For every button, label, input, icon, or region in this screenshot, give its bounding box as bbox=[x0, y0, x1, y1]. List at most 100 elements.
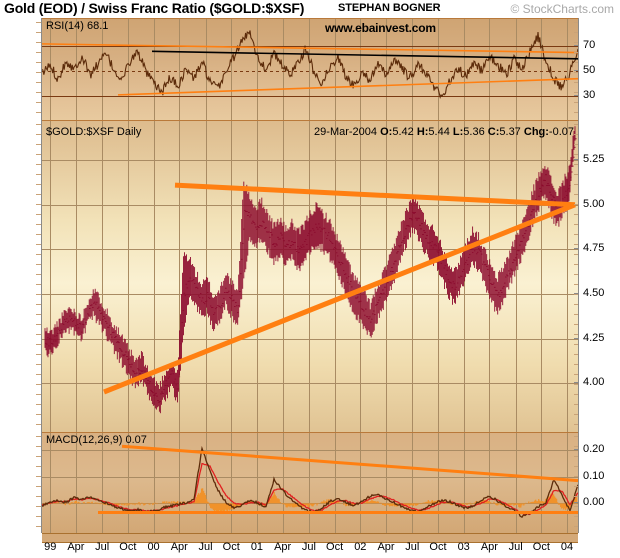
y-axis-label: 4.75 bbox=[583, 242, 605, 255]
minor-tick bbox=[574, 174, 578, 175]
x-axis-label: Oct bbox=[119, 541, 137, 553]
x-axis-tick-labels: 99 Apr Jul Oct 00 Apr Jul Oct 01 Apr Jul Oct 02 Apr Ju… bbox=[0, 541, 620, 558]
minor-tick bbox=[574, 254, 578, 255]
minor-tick bbox=[36, 124, 41, 125]
right-axis-gutter bbox=[578, 18, 620, 533]
macd-line bbox=[42, 445, 578, 519]
minor-tick bbox=[574, 384, 578, 385]
minor-tick bbox=[574, 334, 578, 335]
minor-tick bbox=[574, 344, 578, 345]
minor-tick bbox=[574, 466, 578, 467]
y-axis-tick bbox=[574, 159, 579, 160]
minor-tick bbox=[574, 526, 578, 527]
y-axis-label: 30 bbox=[583, 89, 596, 102]
minor-tick bbox=[574, 92, 578, 93]
minor-tick bbox=[36, 224, 41, 225]
minor-tick bbox=[36, 112, 41, 113]
minor-tick bbox=[574, 374, 578, 375]
y-axis-tick bbox=[574, 382, 579, 383]
minor-tick bbox=[36, 324, 41, 325]
macd-legend: MACD(12,26,9) 0.07 bbox=[46, 434, 147, 446]
minor-tick bbox=[574, 304, 578, 305]
minor-tick bbox=[36, 134, 41, 135]
minor-tick bbox=[36, 164, 41, 165]
minor-tick bbox=[574, 102, 578, 103]
quote-low: 5.36 bbox=[463, 126, 485, 138]
minor-tick bbox=[36, 334, 41, 335]
y-axis-label: 5.25 bbox=[583, 153, 605, 166]
lower-support-trendline bbox=[103, 202, 576, 395]
x-axis-label: Jul bbox=[95, 541, 110, 553]
minor-tick bbox=[574, 194, 578, 195]
minor-tick bbox=[574, 476, 578, 477]
minor-tick bbox=[36, 214, 41, 215]
minor-tick bbox=[574, 354, 578, 355]
minor-tick bbox=[36, 446, 41, 447]
x-axis-label: Apr bbox=[67, 541, 85, 553]
minor-tick bbox=[36, 526, 41, 527]
minor-tick bbox=[36, 284, 41, 285]
quote-change: -0.07 bbox=[548, 126, 574, 138]
minor-tick bbox=[36, 22, 41, 23]
minor-tick bbox=[36, 184, 41, 185]
minor-tick bbox=[36, 516, 41, 517]
y-axis-tick bbox=[574, 338, 579, 339]
minor-tick bbox=[36, 92, 41, 93]
macd-plot bbox=[42, 433, 578, 534]
rsi-legend: RSI(14) 68.1 bbox=[46, 20, 109, 32]
minor-tick bbox=[574, 244, 578, 245]
minor-tick bbox=[36, 374, 41, 375]
minor-tick bbox=[574, 414, 578, 415]
ohlc-quote-bar: 29-Mar-2004 O:5.42 H:5.44 L:5.36 C:5.37 … bbox=[314, 126, 574, 138]
minor-tick bbox=[574, 486, 578, 487]
price-panel bbox=[42, 120, 578, 433]
x-axis-label: Oct bbox=[429, 541, 447, 553]
left-axis-spine bbox=[41, 18, 42, 533]
minor-tick bbox=[36, 496, 41, 497]
chart-header: Gold (EOD) / Swiss Franc Ratio ($GOLD:$X… bbox=[0, 0, 620, 18]
minor-tick bbox=[36, 274, 41, 275]
minor-tick bbox=[574, 144, 578, 145]
minor-tick bbox=[36, 314, 41, 315]
x-axis-label: 02 bbox=[354, 541, 367, 553]
minor-tick bbox=[574, 364, 578, 365]
minor-tick bbox=[574, 22, 578, 23]
quote-open: 5.42 bbox=[392, 126, 414, 138]
minor-tick bbox=[36, 304, 41, 305]
y-axis-tick bbox=[574, 502, 579, 503]
x-axis-label: Jul bbox=[405, 541, 420, 553]
minor-tick bbox=[574, 124, 578, 125]
minor-tick bbox=[36, 264, 41, 265]
minor-tick bbox=[36, 174, 41, 175]
y-axis-label: 70 bbox=[583, 39, 596, 52]
y-axis-tick bbox=[574, 248, 579, 249]
x-axis-label: Apr bbox=[170, 541, 188, 553]
minor-tick bbox=[574, 264, 578, 265]
minor-tick bbox=[36, 456, 41, 457]
x-axis-label: Jul bbox=[301, 541, 316, 553]
quote-high-label: H: bbox=[416, 126, 429, 138]
minor-tick bbox=[574, 424, 578, 425]
quote-close-label: C: bbox=[487, 126, 500, 138]
y-axis-tick bbox=[574, 293, 579, 294]
minor-tick bbox=[574, 72, 578, 73]
minor-tick bbox=[36, 384, 41, 385]
minor-tick bbox=[574, 496, 578, 497]
minor-tick bbox=[36, 394, 41, 395]
minor-tick bbox=[574, 52, 578, 53]
y-axis-label: 4.50 bbox=[583, 286, 605, 299]
minor-tick bbox=[574, 32, 578, 33]
minor-tick bbox=[574, 42, 578, 43]
minor-tick bbox=[36, 506, 41, 507]
minor-tick bbox=[36, 364, 41, 365]
x-axis-label: Oct bbox=[532, 541, 550, 553]
y-axis-label: 4.25 bbox=[583, 331, 605, 344]
minor-tick bbox=[36, 404, 41, 405]
minor-tick bbox=[574, 506, 578, 507]
minor-tick bbox=[36, 344, 41, 345]
x-axis-label: 01 bbox=[250, 541, 264, 553]
minor-tick bbox=[574, 446, 578, 447]
minor-tick bbox=[574, 274, 578, 275]
minor-tick bbox=[36, 62, 41, 63]
x-axis-label: Jul bbox=[508, 541, 523, 553]
